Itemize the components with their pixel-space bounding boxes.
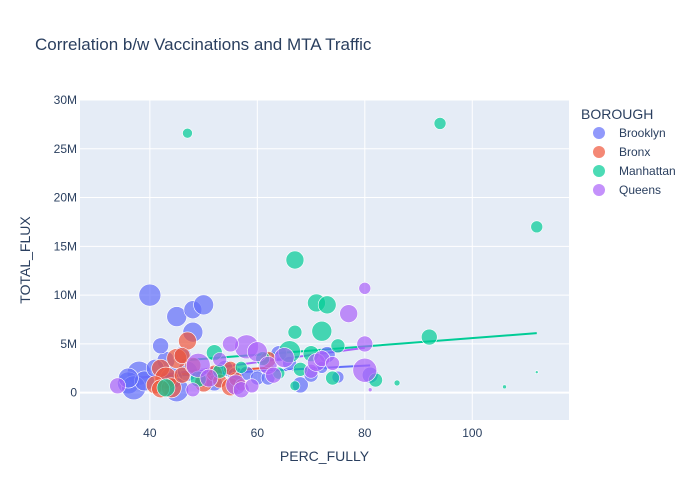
manhattan-point	[234, 361, 248, 374]
queens-point	[185, 382, 201, 398]
chart-title: Correlation b/w Vaccinations and MTA Tra…	[35, 35, 372, 54]
tick-labels: 40 60 80 100 0 5M 10M 15M 20M 25M 30M	[54, 93, 483, 440]
y-tick-label: 5M	[60, 337, 77, 351]
queens-point	[244, 378, 260, 394]
x-tick-label: 100	[462, 426, 482, 440]
manhattan-point	[433, 117, 447, 130]
brooklyn-point	[193, 294, 214, 316]
queens-point	[325, 356, 340, 371]
bronx-point	[173, 347, 191, 364]
y-tick-label: 15M	[54, 239, 77, 253]
legend-marker-bronx[interactable]	[593, 146, 605, 158]
legend-title: BOROUGH	[581, 106, 653, 122]
brooklyn-point	[138, 283, 162, 307]
queens-point	[356, 335, 374, 353]
manhattan-point	[289, 380, 301, 392]
queens-point	[222, 335, 239, 353]
x-axis-title: PERC_FULLY	[280, 448, 370, 464]
manhattan-point	[311, 320, 333, 342]
x-tick-label: 80	[358, 426, 372, 440]
manhattan-point	[330, 338, 346, 354]
manhattan-point	[393, 379, 401, 387]
queens-point	[212, 352, 228, 367]
manhattan-point	[325, 370, 340, 386]
manhattan-point	[530, 220, 544, 234]
manhattan-point	[287, 324, 303, 340]
queens-point	[352, 357, 378, 383]
manhattan-point	[420, 328, 438, 346]
legend-label-manhattan[interactable]: Manhattan	[619, 164, 676, 178]
y-tick-label: 25M	[54, 142, 77, 156]
brooklyn-point	[152, 337, 169, 355]
legend-marker-brooklyn[interactable]	[593, 127, 605, 139]
y-tick-label: 10M	[54, 288, 77, 302]
queens-point	[199, 368, 219, 388]
grid-lines	[80, 99, 569, 420]
y-tick-label: 30M	[54, 93, 77, 107]
manhattan-point	[285, 250, 305, 270]
queens-point	[247, 341, 268, 363]
x-tick-label: 60	[251, 426, 265, 440]
bronx-point	[173, 366, 191, 384]
queens-point	[265, 366, 282, 384]
legend-marker-manhattan[interactable]	[593, 165, 605, 177]
y-axis-title: TOTAL_FLUX	[17, 216, 33, 304]
queens-point	[339, 304, 358, 323]
queens-point	[109, 377, 126, 395]
data-points	[109, 117, 544, 403]
manhattan-point	[534, 370, 539, 374]
manhattan-point	[182, 127, 193, 139]
legend-label-bronx[interactable]: Bronx	[619, 145, 650, 159]
y-tick-label: 20M	[54, 191, 77, 205]
manhattan-point	[156, 378, 176, 398]
queens-point	[273, 347, 295, 368]
queens-point	[358, 281, 372, 295]
legend: BOROUGH Brooklyn Bronx Manhattan Queens	[581, 106, 676, 197]
legend-marker-queens[interactable]	[593, 184, 605, 196]
y-tick-label: 0	[70, 386, 77, 400]
legend-label-queens[interactable]: Queens	[619, 183, 661, 197]
legend-label-brooklyn[interactable]: Brooklyn	[619, 126, 666, 140]
queens-point	[367, 387, 373, 393]
x-tick-label: 40	[143, 426, 157, 440]
bronx-point	[178, 331, 197, 351]
manhattan-point	[317, 295, 337, 315]
manhattan-point	[502, 384, 507, 390]
